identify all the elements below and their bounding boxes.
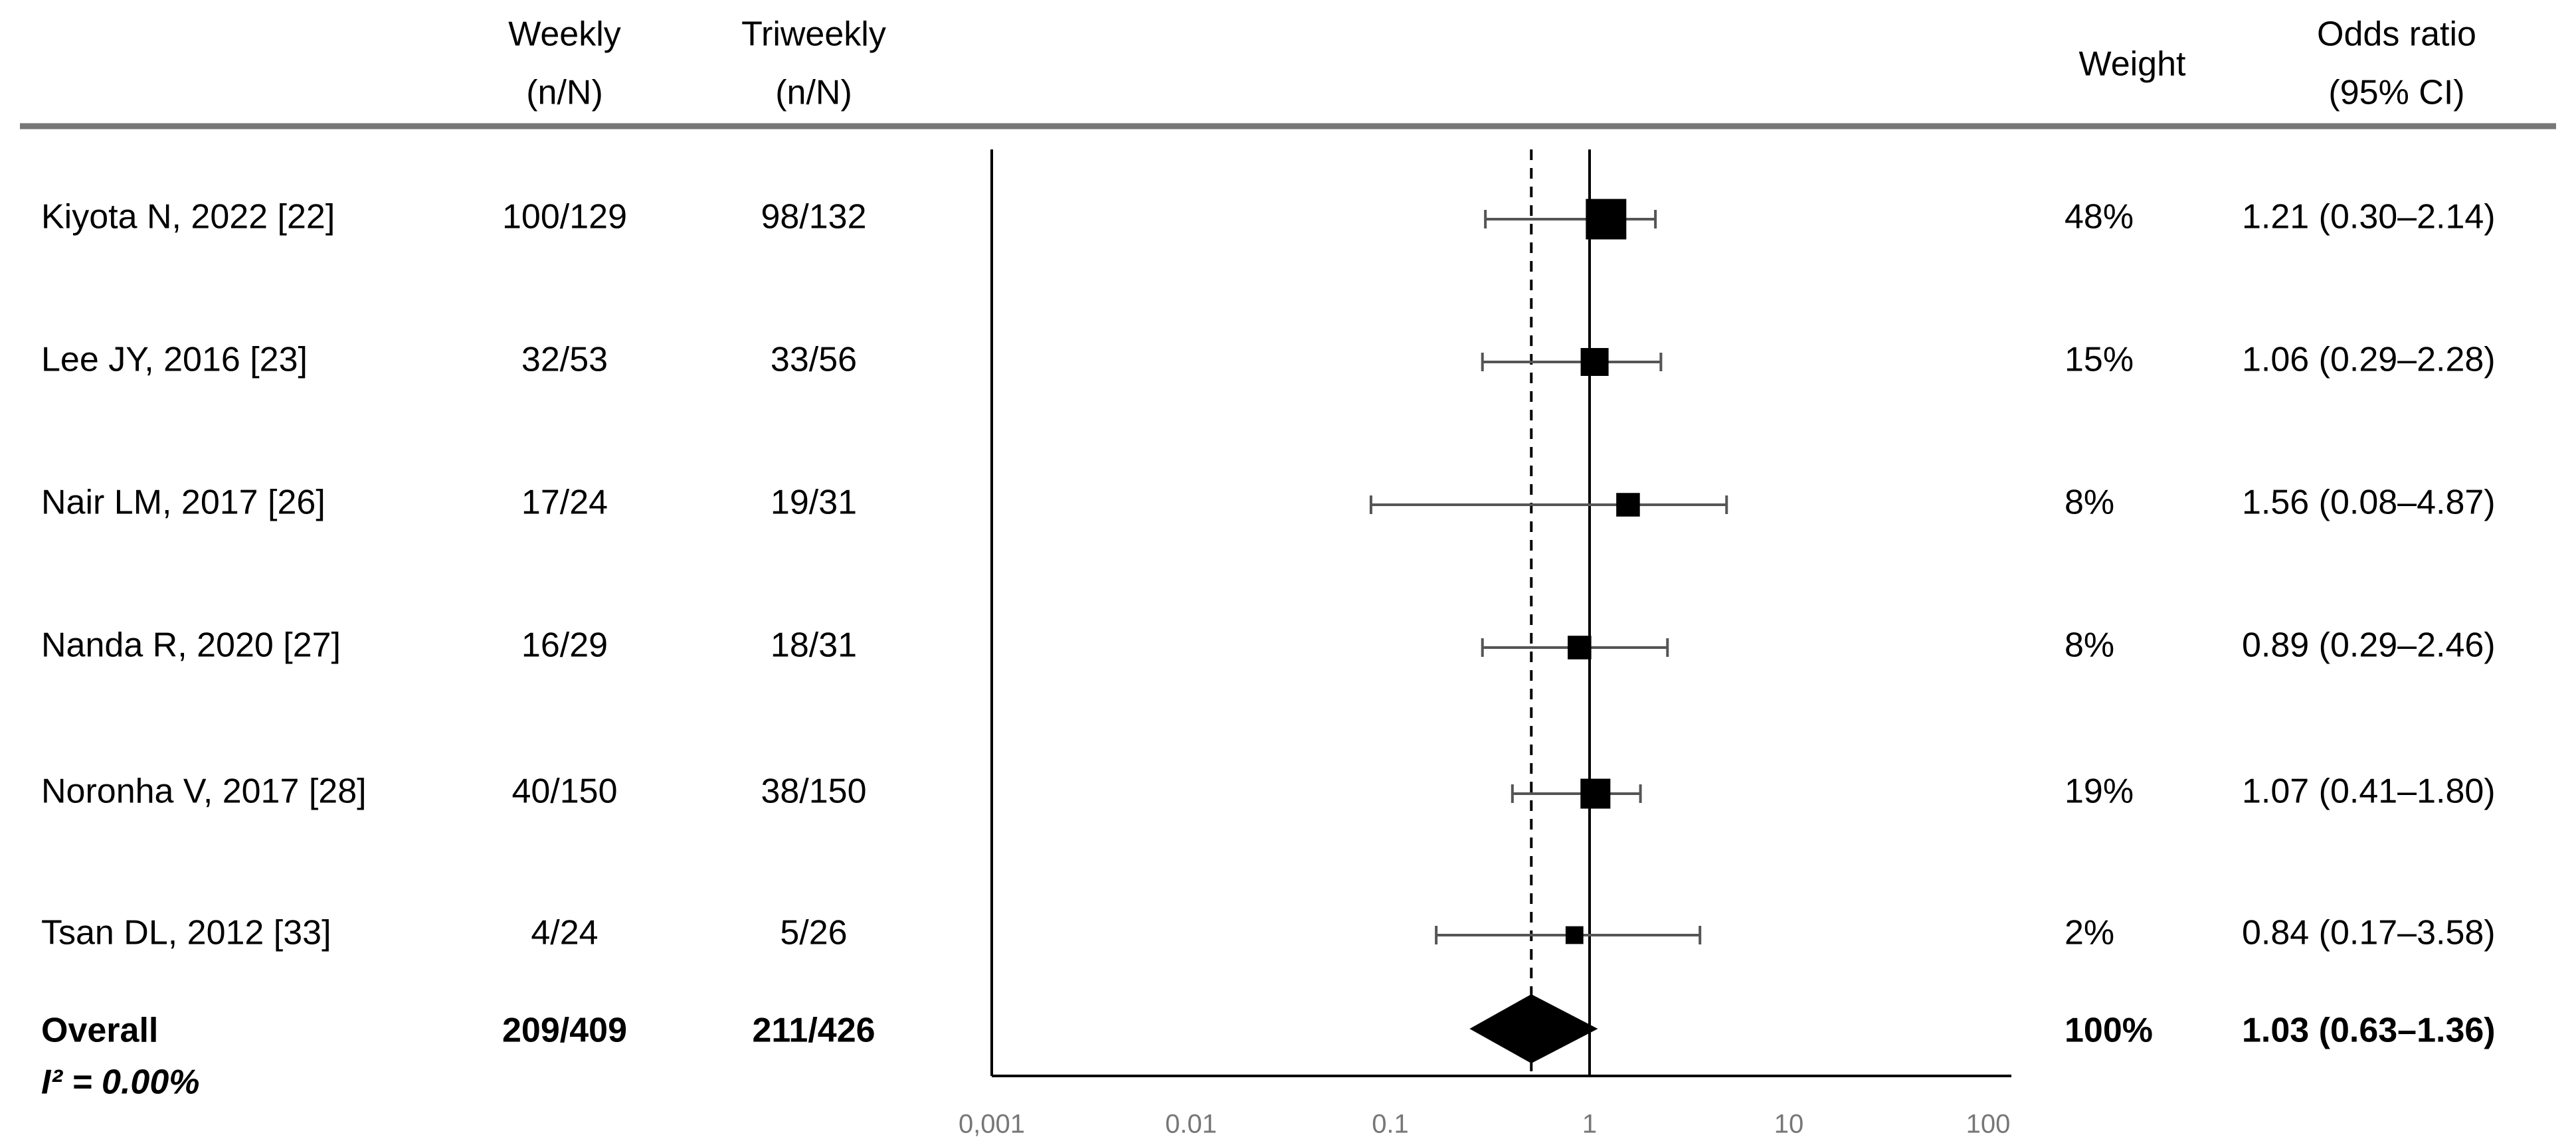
or-label: 1.56 (0.08–4.87) — [2242, 484, 2496, 522]
triweekly-count: 98/132 — [761, 198, 866, 236]
triweekly-count: 38/150 — [761, 772, 866, 811]
x-tick-label: 0,001 — [959, 1110, 1025, 1139]
triweekly-count: 18/31 — [771, 626, 857, 665]
header-or: Odds ratio — [2317, 15, 2476, 54]
x-tick-label: 100 — [1966, 1110, 2011, 1139]
estimate-square — [1568, 636, 1592, 660]
or-label: 0.84 (0.17–3.58) — [2242, 914, 2496, 952]
estimate-square — [1565, 926, 1584, 944]
x-tick-label: 10 — [1774, 1110, 1804, 1139]
or-label: 1.06 (0.29–2.28) — [2242, 341, 2496, 379]
header-triweekly: Triweekly — [741, 15, 886, 54]
overall-diamond — [1469, 994, 1598, 1063]
estimate-square — [1580, 778, 1611, 809]
overall-triweekly: 211/426 — [752, 1012, 875, 1050]
or-label: 1.21 (0.30–2.14) — [2242, 198, 2496, 236]
weekly-count: 32/53 — [521, 341, 608, 379]
weekly-count: 4/24 — [531, 914, 598, 952]
weight-label: 15% — [2065, 341, 2134, 379]
header-weight: Weight — [2079, 45, 2186, 84]
header-or-sub: (95% CI) — [2328, 74, 2464, 112]
weekly-count: 100/129 — [502, 198, 627, 236]
weekly-count: 16/29 — [521, 626, 608, 665]
x-tick-label: 0.01 — [1165, 1110, 1217, 1139]
study-name: Lee JY, 2016 [23] — [41, 341, 308, 379]
study-name: Tsan DL, 2012 [33] — [41, 914, 331, 952]
header-triweekly-sub: (n/N) — [775, 74, 852, 112]
or-label: 0.89 (0.29–2.46) — [2242, 626, 2496, 665]
x-tick-label: 0.1 — [1372, 1110, 1409, 1139]
weight-label: 8% — [2065, 484, 2114, 522]
triweekly-count: 19/31 — [771, 484, 857, 522]
weekly-count: 40/150 — [511, 772, 617, 811]
weight-label: 19% — [2065, 772, 2134, 811]
weight-label: 2% — [2065, 914, 2114, 952]
study-name: Kiyota N, 2022 [22] — [41, 198, 335, 236]
weight-label: 8% — [2065, 626, 2114, 665]
weekly-count: 17/24 — [521, 484, 608, 522]
study-name: Noronha V, 2017 [28] — [41, 772, 367, 811]
triweekly-count: 5/26 — [780, 914, 847, 952]
estimate-square — [1616, 493, 1640, 517]
header-weekly: Weekly — [508, 15, 621, 54]
study-name: Nanda R, 2020 [27] — [41, 626, 341, 665]
header-weekly-sub: (n/N) — [526, 74, 603, 112]
overall-or: 1.03 (0.63–1.36) — [2242, 1012, 2496, 1050]
triweekly-count: 33/56 — [771, 341, 857, 379]
study-name: Nair LM, 2017 [26] — [41, 484, 325, 522]
heterogeneity: I² = 0.00% — [41, 1063, 199, 1102]
weight-label: 48% — [2065, 198, 2134, 236]
overall-weekly: 209/409 — [502, 1012, 627, 1050]
estimate-square — [1586, 199, 1627, 240]
x-tick-label: 1 — [1582, 1110, 1597, 1139]
or-label: 1.07 (0.41–1.80) — [2242, 772, 2496, 811]
estimate-square — [1580, 347, 1609, 377]
overall-name: Overall — [41, 1012, 158, 1050]
overall-weight: 100% — [2065, 1012, 2153, 1050]
